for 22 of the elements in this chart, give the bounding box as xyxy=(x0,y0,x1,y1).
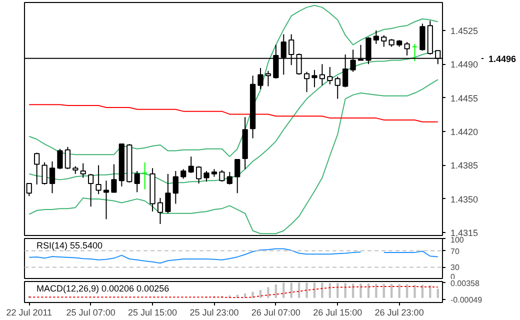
y-tick-label: 1.4525 xyxy=(450,26,478,36)
y-tick-label: 1.4350 xyxy=(450,194,478,204)
x-tick-label: 26 Jul 07:00 xyxy=(251,308,300,318)
x-tick-label: 22 Jul 2011 xyxy=(6,308,52,318)
ref-line-label: 1.4496 xyxy=(488,54,516,64)
y-tick-label: 1.4385 xyxy=(450,160,478,171)
y-tick-label: 1.4315 xyxy=(450,228,478,238)
y-tick-label: 100 xyxy=(450,236,464,244)
y-tick-label: 1.4420 xyxy=(450,127,478,138)
chart-title: MACD(12,26,9) 0.00206 0.00256 xyxy=(36,284,170,294)
x-tick-label: 26 Jul 23:00 xyxy=(374,308,424,318)
y-tick-label: 70 xyxy=(450,246,460,256)
y-tick-label: 30 xyxy=(450,263,460,272)
x-tick-label: 25 Jul 23:00 xyxy=(190,308,239,318)
y-tick-label: 1.4490 xyxy=(450,60,478,70)
x-tick-label: 26 Jul 15:00 xyxy=(313,308,362,318)
x-tick-label: 25 Jul 15:00 xyxy=(128,308,178,318)
x-tick-label: 25 Jul 07:00 xyxy=(66,308,116,318)
y-tick-label: -0.00049 xyxy=(450,296,483,305)
chart-title: RSI(14) 55.5400 xyxy=(36,240,103,250)
y-tick-label: 0.00358 xyxy=(450,278,480,288)
y-tick-label: 1.4455 xyxy=(450,93,478,104)
